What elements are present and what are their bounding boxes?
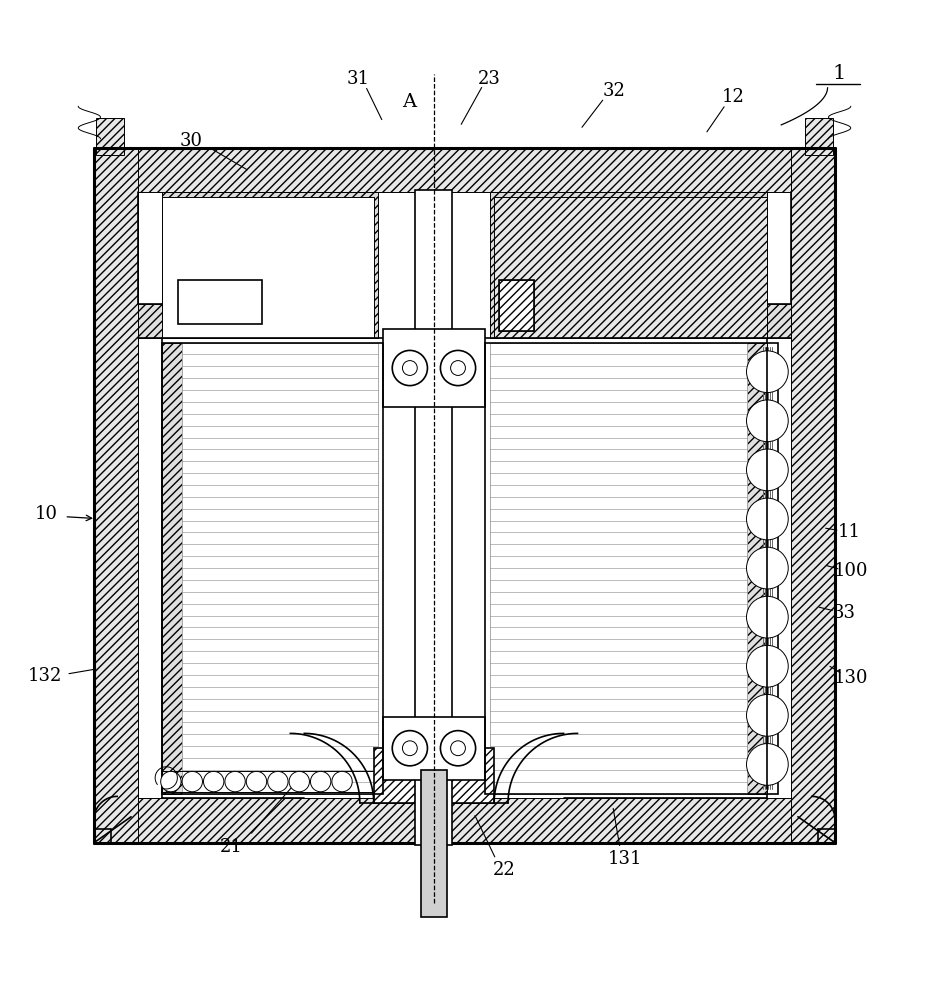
- Circle shape: [392, 350, 427, 386]
- Circle shape: [267, 771, 288, 792]
- Text: 131: 131: [607, 850, 641, 868]
- Bar: [790, 148, 834, 843]
- Circle shape: [331, 771, 352, 792]
- Bar: [161, 343, 382, 794]
- Circle shape: [746, 498, 787, 540]
- Text: 10: 10: [34, 505, 58, 523]
- Bar: [498, 280, 534, 331]
- Bar: [484, 343, 778, 794]
- Circle shape: [746, 645, 787, 687]
- Bar: [96, 118, 123, 155]
- Polygon shape: [767, 304, 790, 338]
- Circle shape: [746, 596, 787, 638]
- Circle shape: [246, 771, 266, 792]
- Circle shape: [746, 449, 787, 491]
- Bar: [182, 343, 378, 794]
- Text: 23: 23: [478, 70, 500, 88]
- Text: 21: 21: [219, 838, 242, 856]
- Bar: [746, 343, 767, 794]
- Bar: [161, 197, 373, 338]
- Text: 11: 11: [836, 523, 859, 541]
- Circle shape: [203, 771, 224, 792]
- Text: 100: 100: [832, 562, 867, 580]
- Bar: [805, 118, 832, 155]
- Polygon shape: [489, 192, 767, 338]
- Bar: [94, 148, 138, 843]
- Polygon shape: [161, 192, 378, 338]
- Circle shape: [440, 731, 475, 766]
- Text: 132: 132: [28, 667, 62, 685]
- Circle shape: [289, 771, 309, 792]
- Polygon shape: [373, 748, 494, 803]
- Circle shape: [746, 694, 787, 736]
- Bar: [178, 280, 262, 324]
- Bar: [498, 280, 534, 331]
- Circle shape: [392, 731, 427, 766]
- Text: 1: 1: [832, 64, 845, 83]
- Bar: [489, 343, 746, 794]
- Circle shape: [450, 741, 465, 756]
- Text: 30: 30: [180, 132, 202, 150]
- Circle shape: [440, 350, 475, 386]
- Circle shape: [450, 361, 465, 375]
- Bar: [94, 798, 834, 843]
- Bar: [382, 329, 484, 407]
- Bar: [382, 717, 484, 780]
- Text: 130: 130: [832, 669, 867, 687]
- Circle shape: [402, 361, 417, 375]
- Circle shape: [225, 771, 245, 792]
- Text: 31: 31: [346, 70, 369, 88]
- Text: 12: 12: [721, 88, 743, 106]
- Bar: [94, 148, 834, 192]
- Circle shape: [310, 771, 330, 792]
- Text: 22: 22: [493, 861, 515, 879]
- Bar: [161, 343, 182, 794]
- Circle shape: [746, 351, 787, 393]
- Circle shape: [182, 771, 202, 792]
- Text: 32: 32: [602, 82, 625, 100]
- Circle shape: [746, 744, 787, 785]
- Bar: [494, 197, 767, 338]
- Bar: [415, 190, 452, 845]
- Polygon shape: [138, 304, 161, 338]
- Circle shape: [746, 400, 787, 442]
- Circle shape: [402, 741, 417, 756]
- Text: 33: 33: [831, 604, 855, 622]
- Circle shape: [161, 771, 181, 792]
- Circle shape: [746, 547, 787, 589]
- Bar: [94, 148, 834, 843]
- Bar: [420, 770, 446, 917]
- Text: A: A: [402, 93, 416, 111]
